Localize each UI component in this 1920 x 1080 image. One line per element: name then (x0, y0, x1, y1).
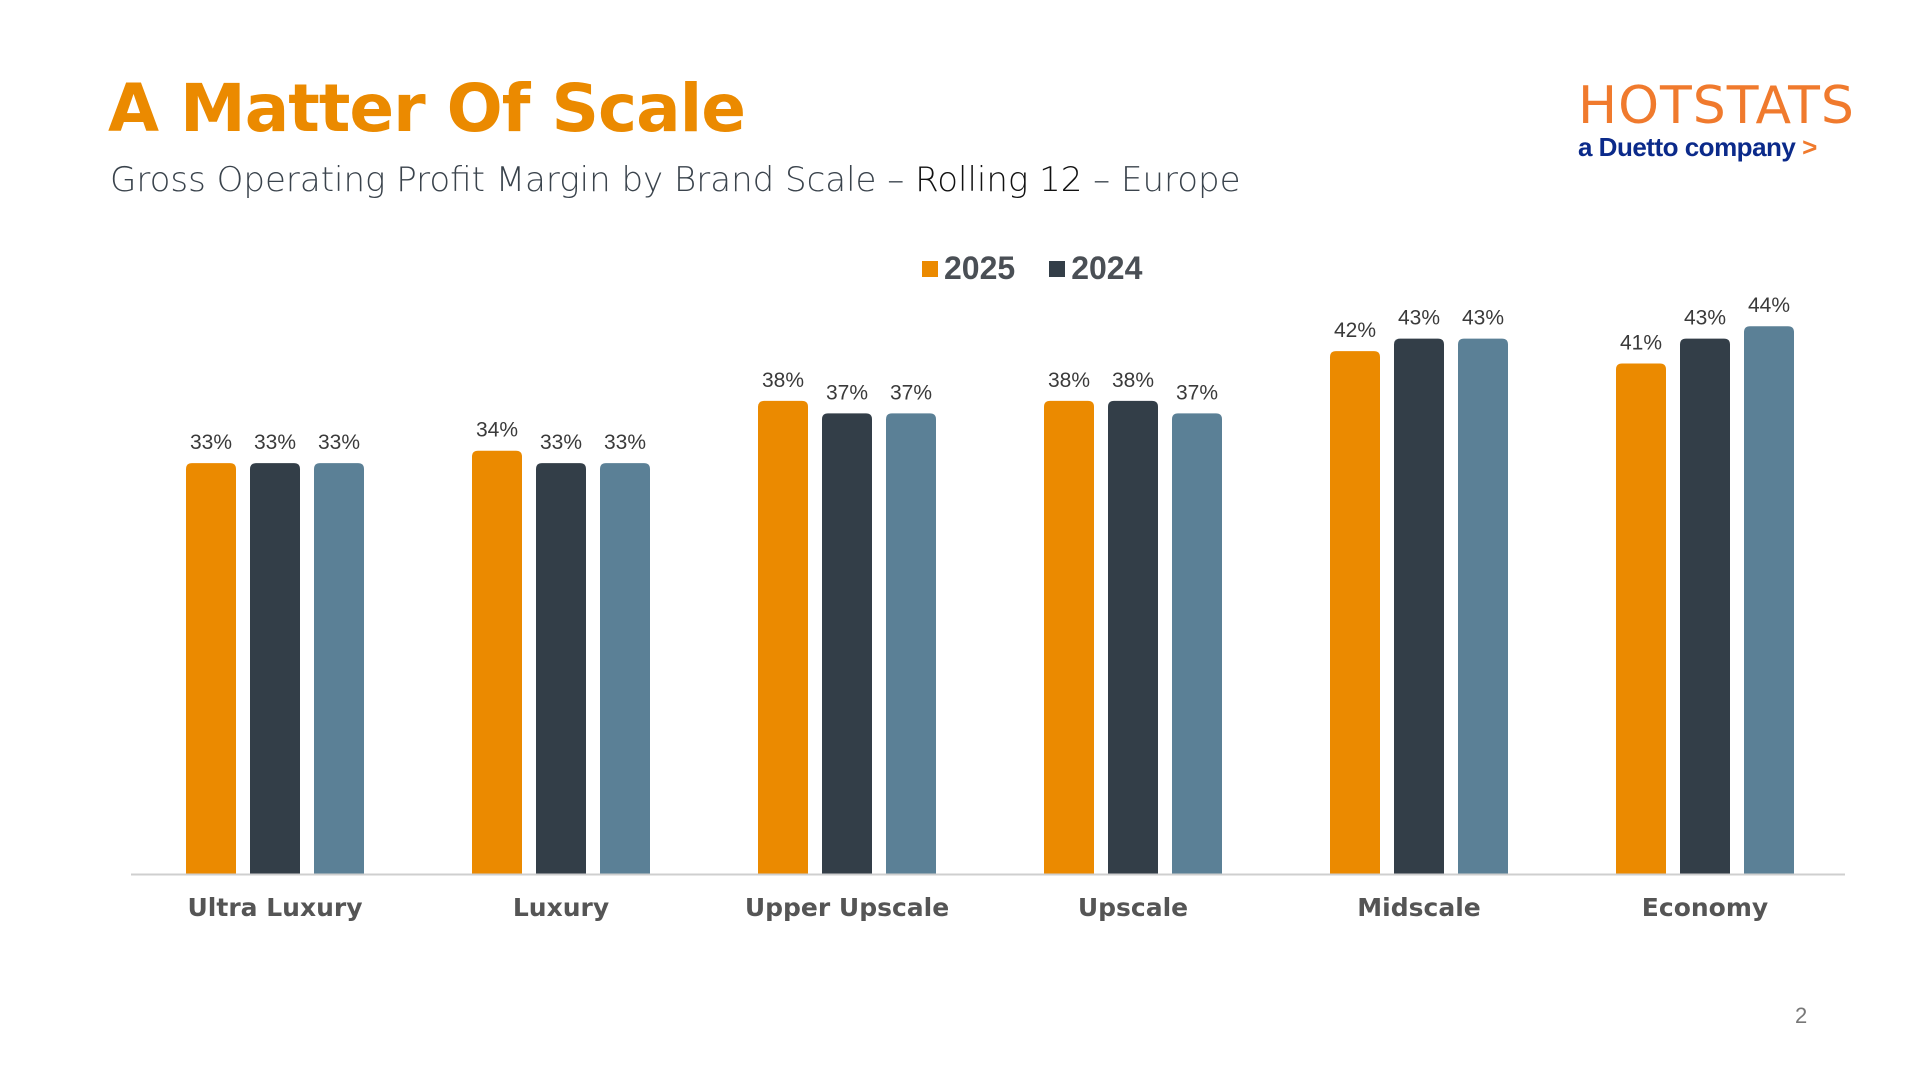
bar (250, 463, 300, 874)
data-label: 38% (762, 369, 804, 392)
data-label: 37% (1176, 381, 1218, 404)
logo-arrow-icon: > (1802, 132, 1817, 162)
category-label: Luxury (513, 893, 609, 922)
bar (314, 463, 364, 874)
data-label: 37% (826, 381, 868, 404)
legend-swatch (922, 260, 938, 277)
subtitle-text: Gross Operating Profit Margin by Brand S… (110, 160, 916, 200)
logo-sub-text: a Duetto company (1578, 132, 1796, 162)
bar (1044, 400, 1094, 874)
data-label: 38% (1048, 369, 1090, 392)
data-label: 33% (190, 431, 232, 454)
bar (536, 463, 586, 874)
legend-label: 2025 (944, 250, 1016, 286)
category-label: Upscale (1078, 893, 1188, 922)
bar (186, 463, 236, 874)
legend-swatch (1049, 260, 1066, 277)
data-label: 33% (604, 431, 646, 454)
data-label: 33% (540, 431, 582, 454)
data-label: 44% (1748, 294, 1790, 317)
data-label: 38% (1112, 369, 1154, 392)
category-label: Ultra Luxury (188, 893, 363, 922)
subtitle-region: – Europe (1082, 160, 1241, 200)
bar (600, 463, 650, 874)
data-label: 33% (254, 431, 296, 454)
subtitle-period: Rolling 12 (915, 160, 1083, 200)
logo-main: HOTSTATS (1578, 76, 1855, 136)
page-number: 2 (1795, 1003, 1808, 1028)
data-label: 43% (1684, 307, 1726, 330)
legend-item-2024: 2024 (1049, 250, 1142, 287)
bar (758, 400, 808, 874)
bar (1744, 326, 1794, 874)
chart-subtitle: Gross Operating Profit Margin by Brand S… (110, 160, 1241, 200)
category-label: Economy (1642, 893, 1768, 922)
bar (1680, 338, 1730, 874)
data-label: 43% (1398, 307, 1440, 330)
category-label: Upper Upscale (745, 893, 949, 922)
bar (1616, 363, 1666, 874)
data-label: 34% (476, 419, 518, 442)
page-title: A Matter Of Scale (108, 70, 746, 147)
data-label: 37% (890, 381, 932, 404)
data-label: 41% (1620, 332, 1662, 355)
category-label: Midscale (1357, 893, 1480, 922)
data-label: 43% (1462, 307, 1504, 330)
legend-item-2025: 2025 (922, 250, 1015, 287)
bar (886, 413, 936, 874)
logo-sub: a Duetto company > (1578, 132, 1848, 162)
bar (822, 413, 872, 874)
bar (1394, 338, 1444, 874)
hotstats-logo: HOTSTATS a Duetto company > (1578, 76, 1855, 162)
data-label: 42% (1334, 319, 1376, 342)
bar (1172, 413, 1222, 874)
bar (1458, 338, 1508, 874)
chart-legend: 2025 2024 (922, 250, 1142, 287)
legend-label: 2024 (1071, 250, 1143, 286)
data-label: 33% (318, 431, 360, 454)
bar (1108, 400, 1158, 874)
bar (472, 450, 522, 874)
bar (1330, 351, 1380, 875)
